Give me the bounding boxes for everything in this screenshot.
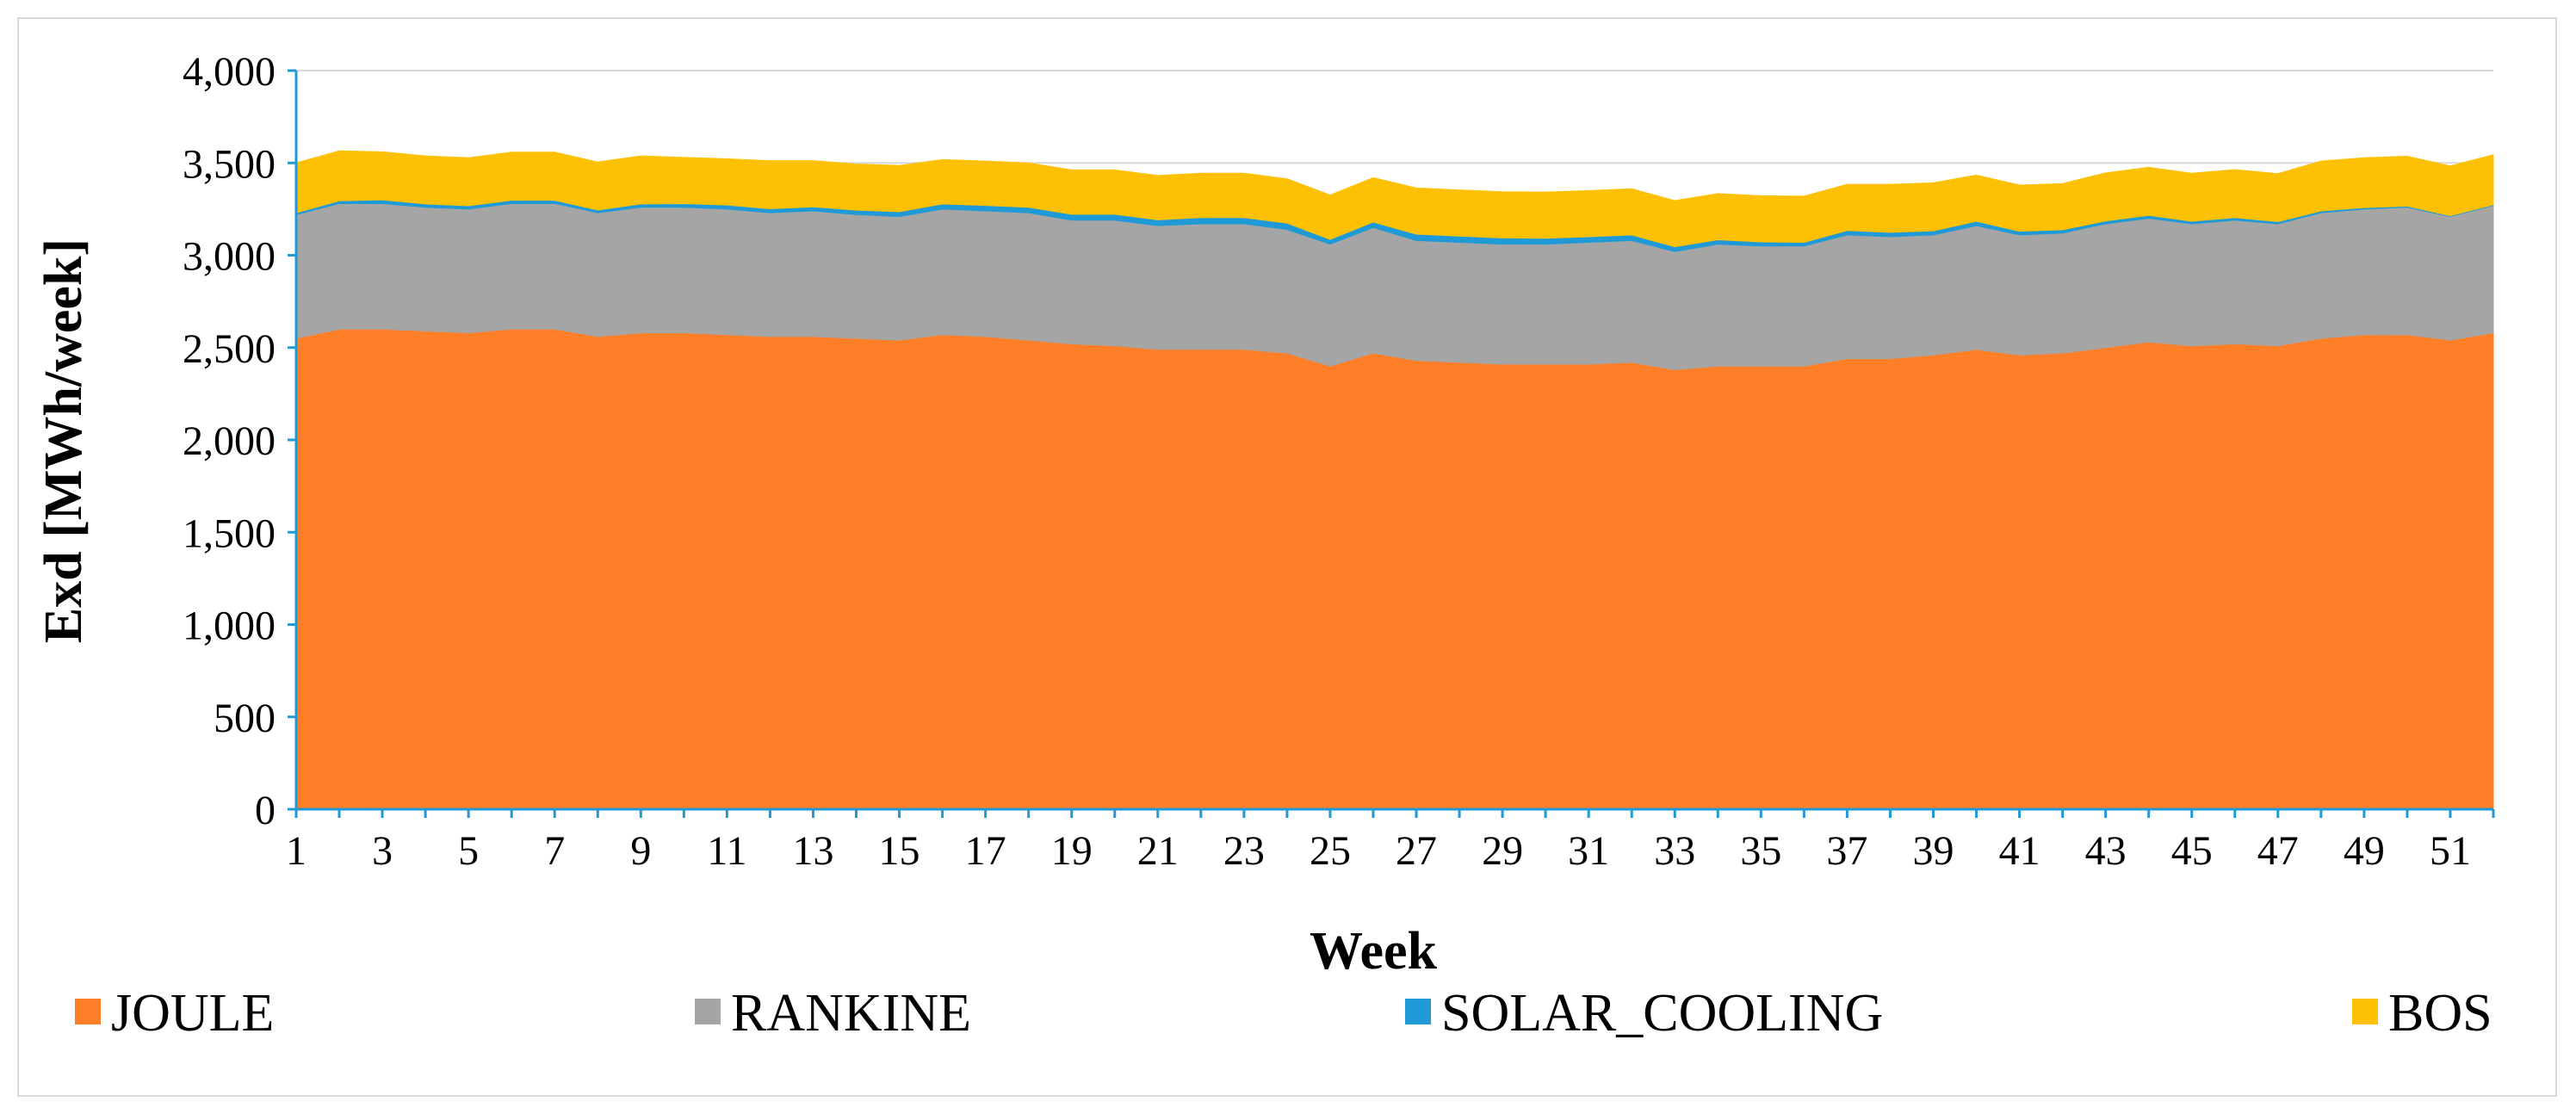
x-tick-label: 25	[1310, 828, 1351, 874]
x-tick-label: 19	[1051, 828, 1093, 874]
x-tick-label: 23	[1223, 828, 1265, 874]
y-tick-label: 1,500	[183, 511, 276, 556]
y-axis-title: Exd [MWh/week]	[34, 238, 93, 643]
legend-swatch-rankine	[695, 999, 721, 1024]
x-tick-label: 3	[372, 828, 393, 874]
x-tick-label: 1	[286, 828, 307, 874]
x-tick-label: 45	[2171, 828, 2213, 874]
x-tick-label: 15	[879, 828, 920, 874]
x-tick-label: 7	[544, 828, 565, 874]
x-tick-label: 37	[1826, 828, 1867, 874]
legend-swatch-bos	[2352, 999, 2378, 1024]
legend-swatch-joule	[75, 999, 101, 1024]
y-tick-label: 2,000	[183, 418, 276, 464]
x-tick-label: 47	[2257, 828, 2299, 874]
area-joule	[295, 328, 2494, 810]
legend-item-joule: JOULE	[75, 984, 274, 1043]
x-tick-label: 43	[2085, 828, 2127, 874]
y-tick-label: 4,000	[183, 49, 276, 95]
x-tick-label: 41	[1999, 828, 2040, 874]
y-tick-label: 3,500	[183, 141, 276, 187]
y-tick-label: 500	[214, 696, 276, 741]
x-tick-label: 21	[1137, 828, 1179, 874]
legend-item-solar-cooling: SOLAR_COOLING	[1405, 984, 1883, 1043]
legend-label-solar-cooling: SOLAR_COOLING	[1441, 984, 1883, 1043]
x-tick-label: 31	[1568, 828, 1609, 874]
y-tick-label: 3,000	[183, 234, 276, 280]
x-tick-label: 13	[792, 828, 833, 874]
x-tick-label: 29	[1482, 828, 1523, 874]
x-tick-label: 11	[707, 828, 746, 874]
legend-item-rankine: RANKINE	[695, 984, 971, 1043]
legend-label-bos: BOS	[2388, 984, 2492, 1043]
legend-swatch-solar-cooling	[1405, 999, 1431, 1024]
x-tick-label: 27	[1396, 828, 1437, 874]
axes	[288, 69, 2495, 818]
x-tick-labels: 1 3 5 7 9 11 13 15 17 19 21 23 25 27 29 31 33 35 37 39 41 43 4…	[286, 828, 2471, 874]
area-bos	[295, 150, 2494, 248]
chart-frame: 0 500 1,000 1,500 2,000 2,500 3,000 3,500 4,000 …	[17, 17, 2557, 1097]
y-tick-labels: 0 500 1,000 1,500 2,000 2,500 3,000 3,500 4,000	[183, 49, 276, 833]
x-tick-label: 5	[458, 828, 479, 874]
x-axis-title: Week	[1310, 922, 1438, 981]
x-tick-label: 49	[2344, 828, 2385, 874]
y-tick-label: 1,000	[183, 603, 276, 649]
x-tick-label: 51	[2430, 828, 2471, 874]
y-tick-label: 2,500	[183, 326, 276, 372]
x-tick-label: 35	[1740, 828, 1781, 874]
legend-label-joule: JOULE	[111, 984, 274, 1043]
stacked-area-chart: 05001,0001,5002,0002,5003,0003,5004,000 …	[34, 49, 2495, 1043]
legend-item-bos: BOS	[2352, 984, 2492, 1043]
x-tick-label: 33	[1654, 828, 1695, 874]
x-tick-label: 39	[1912, 828, 1954, 874]
legend-label-rankine: RANKINE	[731, 984, 971, 1043]
legend: JOULE RANKINE SOLAR_COOLING BOS	[75, 984, 2492, 1043]
x-tick-label: 17	[965, 828, 1006, 874]
x-tick-label: 9	[630, 828, 651, 874]
y-tick-label: 0	[255, 788, 276, 833]
area-series	[295, 150, 2494, 810]
